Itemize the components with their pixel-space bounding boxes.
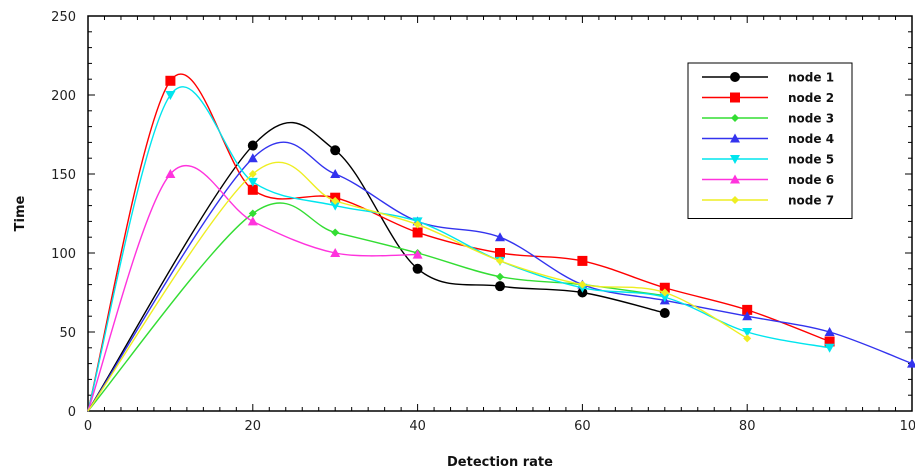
series-lines xyxy=(87,73,915,412)
data-point xyxy=(247,153,258,163)
data-point xyxy=(659,293,670,303)
y-tick-label: 150 xyxy=(51,168,76,183)
data-point xyxy=(248,170,257,178)
legend-label: node 2 xyxy=(788,91,834,105)
data-point xyxy=(578,280,587,289)
legend-item: node 7 xyxy=(702,194,834,208)
x-tick-label: 80 xyxy=(739,419,756,434)
data-point xyxy=(247,177,258,187)
legend-label: node 6 xyxy=(788,173,834,187)
data-point xyxy=(413,220,422,229)
data-point xyxy=(247,184,258,195)
data-point xyxy=(247,140,258,151)
legend-item: node 3 xyxy=(702,112,834,126)
legend-marker xyxy=(730,133,740,143)
legend-marker xyxy=(730,174,740,184)
data-point xyxy=(824,336,835,347)
data-point xyxy=(412,263,423,274)
data-point xyxy=(742,328,753,337)
data-point xyxy=(330,201,341,211)
series-line xyxy=(87,161,748,412)
legend-label: node 7 xyxy=(788,194,834,208)
data-point xyxy=(330,248,341,257)
x-tick-label: 40 xyxy=(409,419,426,434)
data-point xyxy=(743,334,752,343)
legend-marker xyxy=(730,72,740,82)
x-axis-title: Detection rate xyxy=(447,455,553,470)
data-point xyxy=(495,248,505,258)
data-point xyxy=(824,327,835,336)
data-point xyxy=(824,343,835,353)
series-line xyxy=(87,121,665,412)
y-tick-label: 250 xyxy=(51,10,76,25)
legend: node 1 node 2 node 3 node 4 node 5 node 6 node… xyxy=(687,62,853,219)
legend-marker xyxy=(731,114,739,122)
data-point xyxy=(330,145,341,156)
data-point xyxy=(660,288,669,297)
legend-label: node 4 xyxy=(788,132,834,146)
series-3 xyxy=(87,202,669,412)
data-point xyxy=(331,196,340,205)
y-tick-label: 200 xyxy=(51,89,76,104)
legend-item: node 4 xyxy=(702,132,834,146)
y-tick-label: 50 xyxy=(59,326,76,341)
data-point xyxy=(742,304,753,315)
legend-label: node 5 xyxy=(788,153,834,167)
data-point xyxy=(412,249,423,259)
legend-item: node 5 xyxy=(702,153,834,167)
x-tick-label: 0 xyxy=(84,419,92,434)
data-point xyxy=(330,169,341,178)
data-point xyxy=(496,272,504,281)
series-7 xyxy=(87,161,752,412)
data-point xyxy=(659,282,670,293)
data-point xyxy=(496,256,504,265)
data-point xyxy=(495,232,505,242)
series-1 xyxy=(87,121,670,412)
series-line xyxy=(87,202,665,412)
data-point xyxy=(659,308,670,319)
y-tick-label: 0 xyxy=(68,405,76,420)
data-point xyxy=(907,358,915,368)
series-6 xyxy=(87,164,423,412)
legend-label: node 3 xyxy=(788,112,834,126)
data-point xyxy=(247,216,258,226)
data-point xyxy=(412,227,423,238)
series-line xyxy=(87,164,418,412)
legend-marker xyxy=(730,92,740,103)
x-tick-label: 100 xyxy=(900,419,915,434)
axes: 0 20 40 60 80 100 0 50 100 150 200 250 xyxy=(51,10,915,434)
legend-item: node 6 xyxy=(702,173,834,187)
data-point xyxy=(742,311,753,321)
data-point xyxy=(495,281,505,292)
data-point xyxy=(248,209,257,218)
data-point xyxy=(165,75,176,86)
legend-marker xyxy=(731,196,739,204)
legend-box xyxy=(687,62,853,219)
data-point xyxy=(331,228,340,237)
y-tick-label: 100 xyxy=(51,247,76,262)
x-tick-label: 60 xyxy=(574,419,591,434)
legend-item: node 1 xyxy=(702,71,834,85)
x-tick-label: 20 xyxy=(245,419,262,434)
legend-item: node 2 xyxy=(702,91,834,105)
y-axis-title: Time xyxy=(13,195,28,231)
data-point xyxy=(165,91,176,100)
legend-marker xyxy=(730,155,740,164)
data-point xyxy=(577,255,588,266)
data-point xyxy=(165,169,176,178)
legend-label: node 1 xyxy=(788,71,834,85)
